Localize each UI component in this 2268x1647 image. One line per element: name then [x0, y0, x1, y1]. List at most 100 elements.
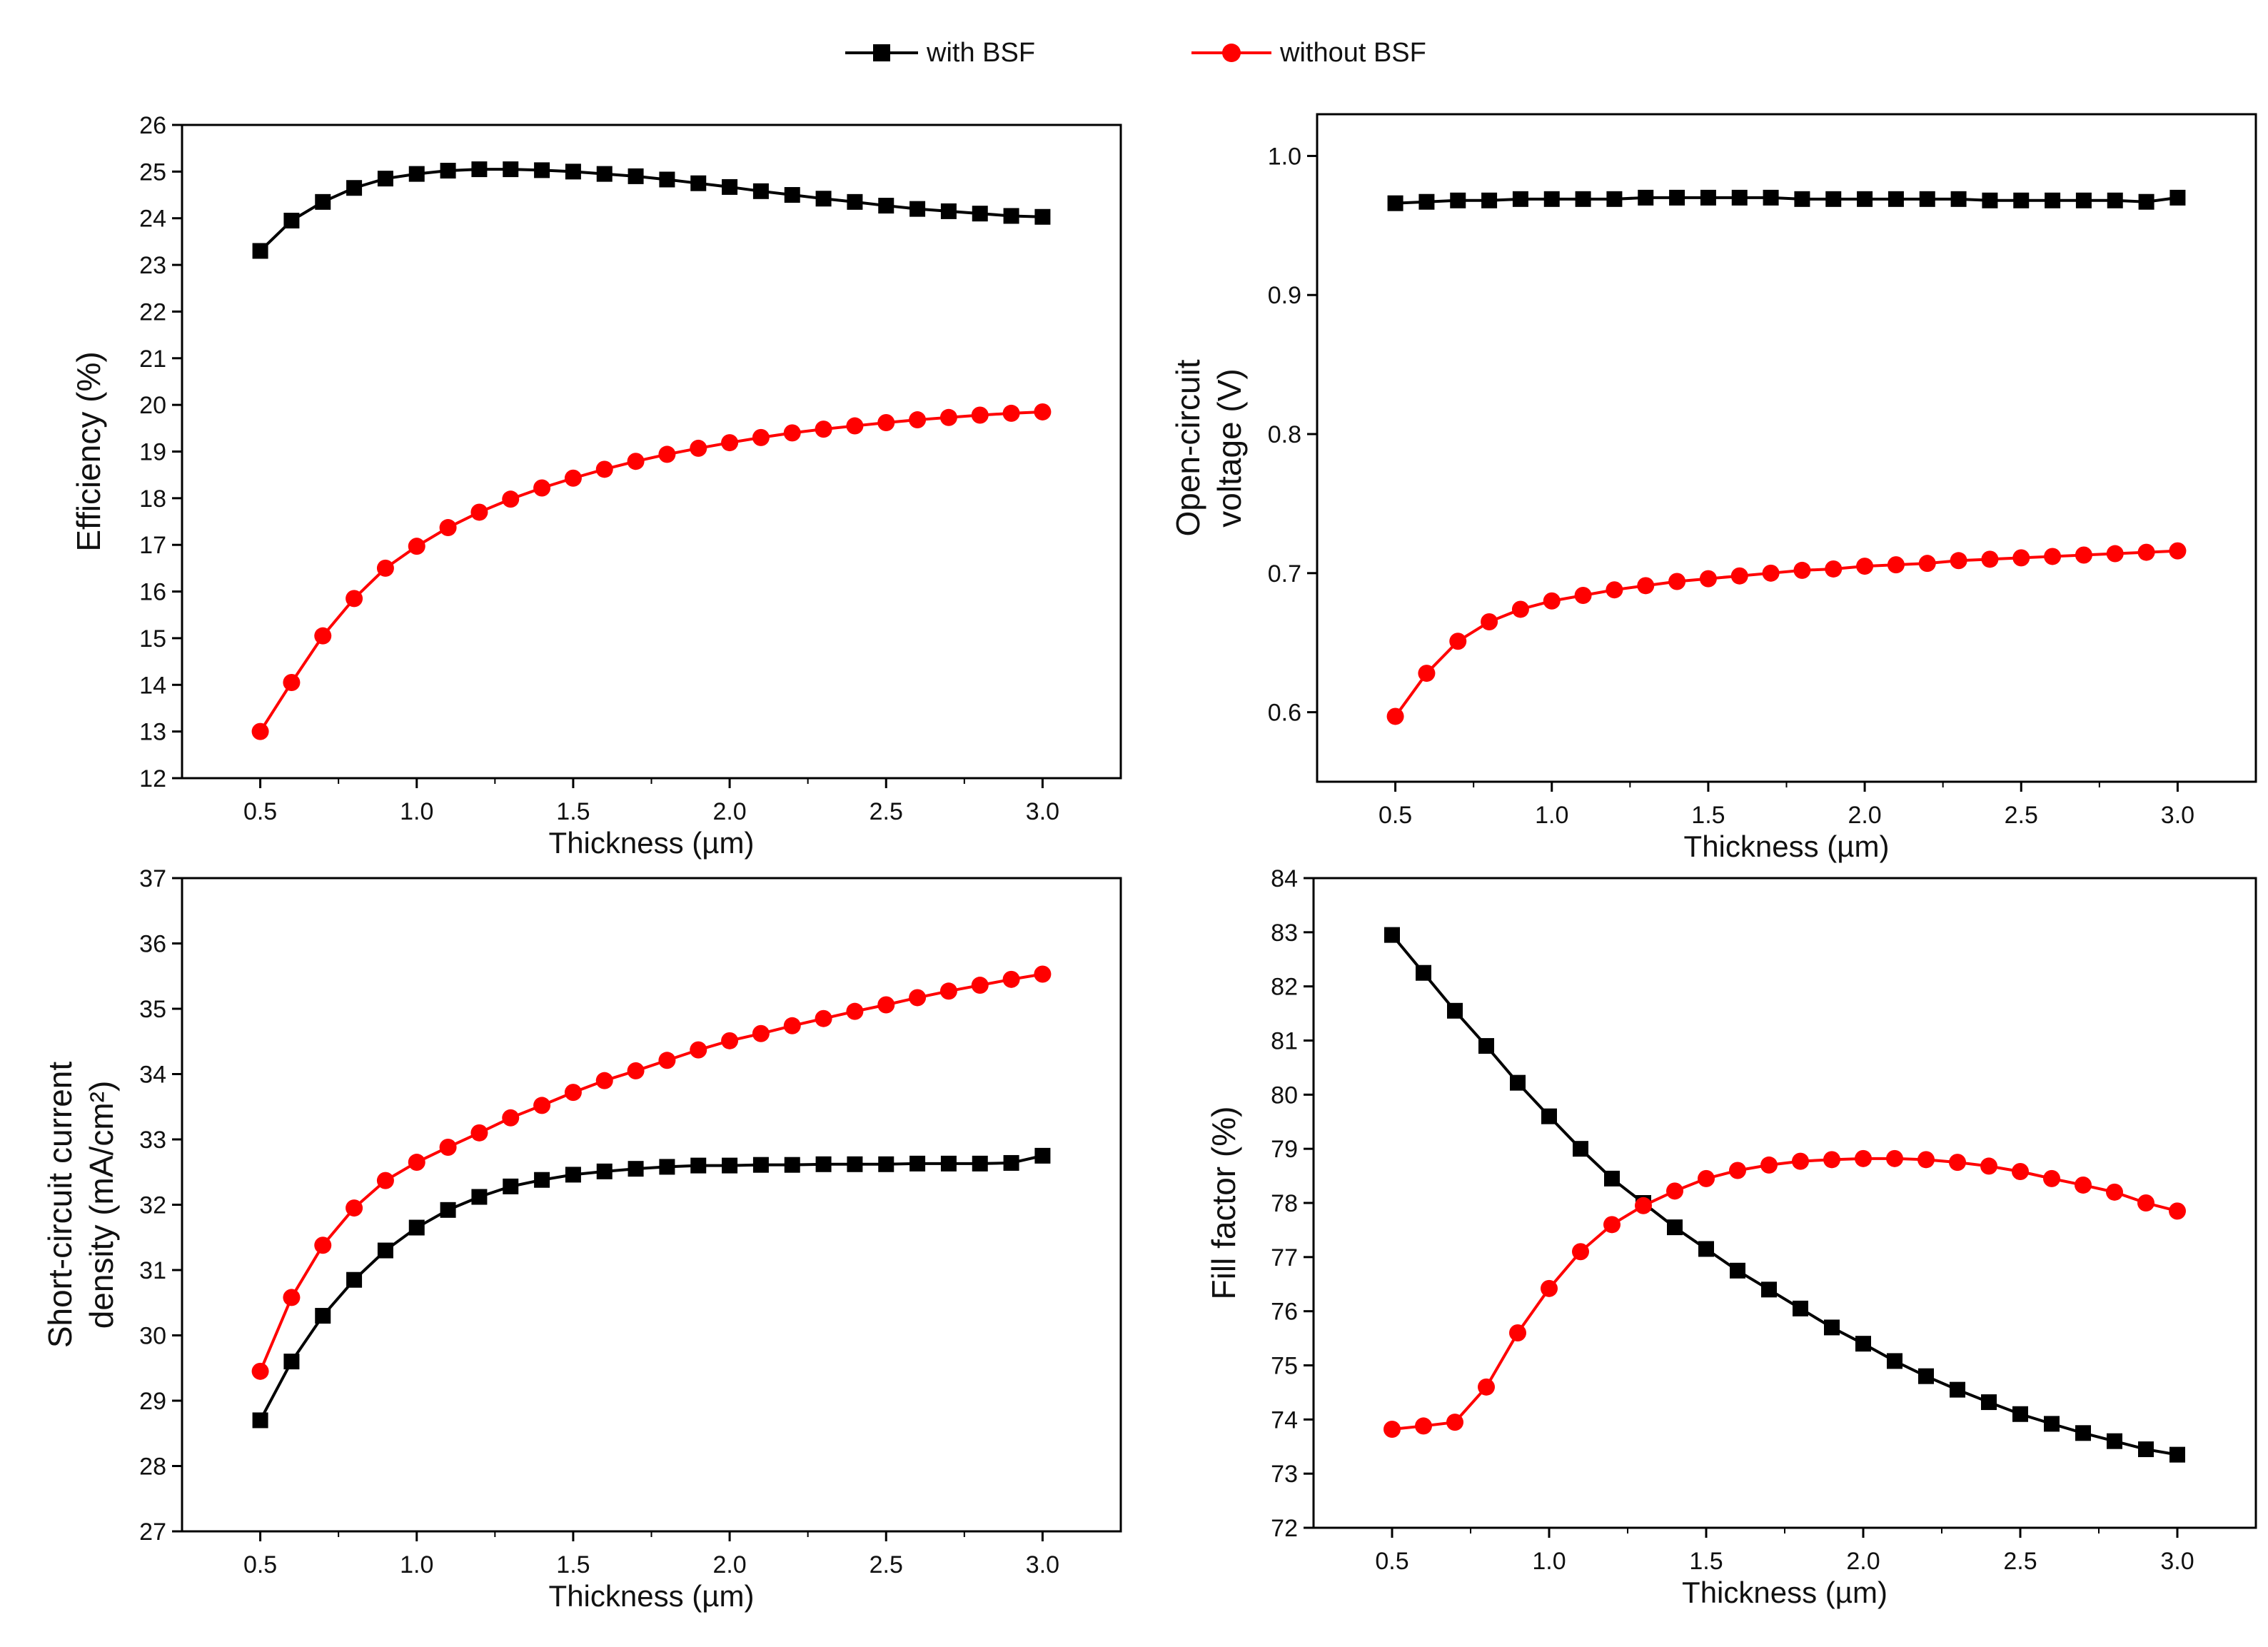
data-point-with-bsf [346, 180, 363, 196]
data-point-without-bsf [2012, 549, 2030, 567]
data-point-without-bsf [376, 559, 394, 577]
x-tick-label: 0.5 [1375, 1548, 1408, 1575]
y-tick-label: 30 [139, 1323, 166, 1350]
data-point-without-bsf [1574, 586, 1592, 604]
data-point-with-bsf [690, 1157, 707, 1174]
data-point-without-bsf [1823, 1151, 1840, 1169]
y-tick-label: 75 [1271, 1353, 1298, 1380]
data-point-with-bsf [940, 1155, 957, 1172]
data-point-without-bsf [2075, 546, 2092, 564]
y-tick-label: 34 [139, 1062, 166, 1089]
data-point-without-bsf [470, 503, 488, 521]
data-point-with-bsf [283, 1354, 300, 1370]
data-point-with-bsf [878, 198, 894, 214]
y-tick-label: 33 [139, 1127, 166, 1154]
data-point-with-bsf [628, 168, 644, 184]
legend-label: with BSF [927, 37, 1036, 68]
data-point-without-bsf [1729, 1162, 1746, 1179]
data-point-without-bsf [1886, 1149, 1903, 1167]
x-axis-label: Thickness (µm) [1684, 830, 1890, 863]
y-axis-label: density (mA/cm²) [83, 1081, 120, 1329]
data-point-without-bsf [721, 434, 739, 452]
data-point-with-bsf [1919, 191, 1935, 207]
data-point-without-bsf [533, 479, 551, 497]
data-point-with-bsf [1034, 1147, 1051, 1164]
data-point-with-bsf [1918, 1368, 1934, 1384]
y-tick-label: 37 [139, 865, 166, 892]
data-point-without-bsf [1449, 633, 1467, 650]
data-point-without-bsf [1856, 558, 1874, 575]
data-point-with-bsf [565, 163, 581, 180]
data-point-with-bsf [1604, 1170, 1620, 1187]
data-point-without-bsf [1541, 1279, 1558, 1297]
data-point-without-bsf [1792, 1152, 1809, 1170]
y-tick-label: 0.9 [1268, 282, 1301, 309]
y-axis-label: voltage (V) [1211, 368, 1248, 527]
data-point-without-bsf [1478, 1378, 1495, 1396]
data-point-without-bsf [2044, 548, 2062, 565]
series-line-with-bsf [1391, 934, 2178, 1456]
data-point-with-bsf [471, 161, 488, 178]
data-point-without-bsf [658, 445, 676, 463]
data-point-with-bsf [2045, 192, 2061, 208]
legend-marker-square [845, 44, 918, 61]
data-point-without-bsf [815, 420, 832, 438]
data-point-with-bsf [1387, 195, 1403, 211]
data-point-with-bsf [1003, 1154, 1019, 1171]
y-tick-label: 24 [139, 206, 166, 233]
data-point-with-bsf [534, 162, 550, 178]
data-point-without-bsf [2169, 1202, 2186, 1220]
legend-item-without-bsf: without BSF [1189, 31, 1426, 74]
data-point-without-bsf [939, 982, 957, 1000]
x-tick-label: 3.0 [1026, 1551, 1059, 1578]
data-point-with-bsf [659, 1159, 675, 1175]
data-point-without-bsf [595, 460, 613, 478]
data-point-with-bsf [2044, 1416, 2060, 1432]
data-point-without-bsf [564, 1084, 582, 1102]
y-tick-label: 35 [139, 996, 166, 1023]
data-point-without-bsf [1481, 613, 1498, 630]
series-line-without-bsf [1393, 549, 2178, 717]
data-point-with-bsf [2169, 1446, 2185, 1463]
y-tick-label: 21 [139, 346, 166, 373]
data-point-with-bsf [1606, 191, 1623, 207]
data-point-with-bsf [503, 1178, 519, 1194]
data-point-with-bsf [377, 171, 393, 187]
data-point-with-bsf [1510, 1074, 1526, 1091]
data-point-with-bsf [1575, 191, 1591, 207]
y-axis-label: Open-circuit [1169, 359, 1206, 536]
data-point-without-bsf [877, 996, 895, 1014]
data-point-with-bsf [659, 171, 675, 188]
data-point-without-bsf [1793, 561, 1811, 579]
y-tick-label: 0.6 [1268, 700, 1301, 727]
data-point-with-bsf [1950, 191, 1967, 207]
data-point-with-bsf [940, 203, 957, 219]
x-tick-label: 2.5 [2005, 802, 2038, 829]
data-point-without-bsf [564, 469, 582, 487]
data-point-without-bsf [251, 1362, 269, 1380]
y-tick-label: 0.8 [1268, 421, 1301, 448]
y-tick-label: 83 [1271, 920, 1298, 947]
data-point-without-bsf [502, 490, 520, 508]
y-tick-label: 15 [139, 625, 166, 653]
data-point-with-bsf [1512, 191, 1528, 207]
data-point-without-bsf [376, 1172, 394, 1189]
data-point-without-bsf [346, 590, 363, 608]
data-point-with-bsf [1887, 1353, 1902, 1369]
data-point-without-bsf [1509, 1324, 1526, 1341]
data-point-with-bsf [909, 201, 926, 217]
chart-panel-3: 0.5 1.0 1.5 2.0 2.5 3.0 27 28 29 30 31 32 33 34 35 36 37… [41, 865, 1122, 1613]
data-point-with-bsf [1667, 1219, 1683, 1236]
data-point-without-bsf [783, 424, 801, 442]
data-point-without-bsf [690, 439, 707, 457]
data-point-without-bsf [1887, 556, 1905, 574]
data-point-without-bsf [846, 1002, 864, 1020]
data-point-without-bsf [408, 1154, 425, 1172]
y-tick-label: 18 [139, 485, 166, 513]
data-point-with-bsf [690, 175, 707, 191]
data-point-with-bsf [1543, 191, 1560, 207]
data-point-without-bsf [1730, 567, 1748, 585]
y-tick-label: 0.7 [1268, 560, 1301, 588]
data-point-with-bsf [315, 193, 331, 210]
